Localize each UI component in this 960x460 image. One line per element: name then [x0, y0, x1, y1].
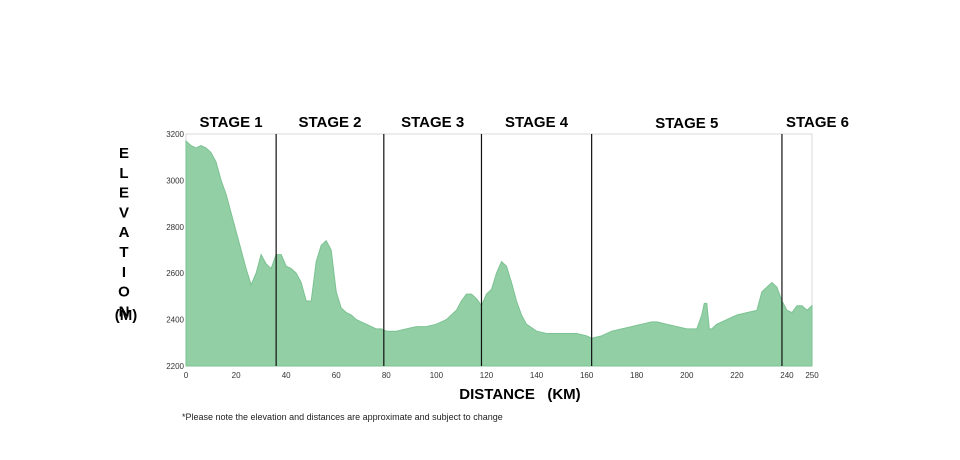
- y-axis-unit: (M): [115, 307, 138, 324]
- y-tick-label: 2400: [166, 316, 184, 325]
- y-tick-label: 2600: [166, 269, 184, 278]
- y-axis-title-letter: N: [119, 303, 130, 320]
- stage-label: STAGE 6: [786, 114, 849, 131]
- x-tick-label: 80: [382, 371, 391, 380]
- x-tick-label: 40: [282, 371, 291, 380]
- elevation-area: [185, 139, 813, 367]
- y-tick-label: 2800: [166, 223, 184, 232]
- stage-label: STAGE 5: [655, 115, 718, 132]
- x-tick-label: 220: [730, 371, 744, 380]
- footnote: *Please note the elevation and distances…: [182, 412, 503, 422]
- y-axis-title-letter: A: [119, 224, 130, 241]
- stage-label: STAGE 2: [298, 114, 361, 131]
- x-tick-label: 240: [780, 371, 794, 380]
- stage-label: STAGE 4: [505, 114, 569, 131]
- x-tick-label: 140: [530, 371, 544, 380]
- y-tick-label: 3200: [166, 130, 184, 139]
- x-tick-label: 60: [332, 371, 341, 380]
- stage-label: STAGE 3: [401, 114, 464, 131]
- y-axis-title-letter: I: [122, 264, 126, 281]
- x-tick-label: 20: [232, 371, 241, 380]
- x-tick-label: 180: [630, 371, 644, 380]
- y-axis-title-letter: E: [119, 145, 129, 162]
- x-tick-label: 200: [680, 371, 694, 380]
- x-tick-label: 0: [184, 371, 189, 380]
- y-axis-title-letter: T: [119, 244, 128, 261]
- y-axis-title-letter: O: [118, 284, 130, 301]
- x-axis-title: DISTANCE (KM): [459, 386, 580, 403]
- y-axis-title-letter: E: [119, 185, 129, 202]
- stage-label: STAGE 1: [200, 114, 263, 131]
- x-tick-label: 120: [480, 371, 494, 380]
- x-tick-label: 160: [580, 371, 594, 380]
- x-tick-label: 100: [430, 371, 444, 380]
- y-tick-label: 2200: [166, 362, 184, 371]
- y-axis-title-letter: V: [119, 204, 129, 221]
- y-axis-title-letter: L: [119, 165, 128, 182]
- y-tick-label: 3000: [166, 176, 184, 185]
- x-tick-label: 250: [805, 371, 819, 380]
